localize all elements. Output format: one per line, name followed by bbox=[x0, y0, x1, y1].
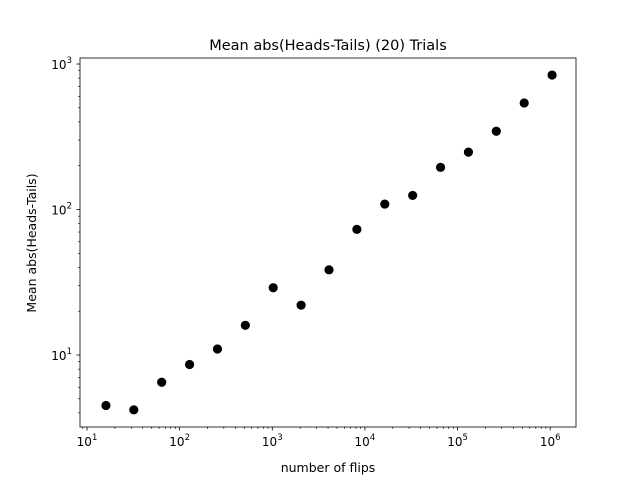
x-tick-label: 104 bbox=[355, 433, 376, 449]
data-point bbox=[352, 224, 362, 234]
data-point bbox=[240, 320, 250, 330]
data-point bbox=[491, 126, 501, 136]
data-point bbox=[435, 162, 446, 172]
y-axis-label: Mean abs(Heads-Tails) bbox=[24, 173, 39, 312]
data-point bbox=[519, 98, 529, 108]
chart-title: Mean abs(Heads-Tails) (20) Trials bbox=[209, 38, 447, 54]
data-point bbox=[296, 300, 306, 310]
axes-frame bbox=[79, 57, 577, 428]
data-point bbox=[324, 265, 334, 275]
data-point bbox=[212, 344, 223, 354]
data-point bbox=[101, 400, 111, 411]
plot-area: 101 102 103 104 105 106 101 102 103 bbox=[51, 56, 577, 449]
x-axis-label: number of flips bbox=[281, 460, 376, 475]
x-tick-label: 106 bbox=[540, 433, 561, 449]
x-tick-label: 105 bbox=[447, 433, 468, 449]
data-point bbox=[157, 377, 167, 387]
x-tick-label: 101 bbox=[77, 433, 98, 449]
y-tick-label: 103 bbox=[51, 56, 72, 72]
data-point bbox=[184, 359, 195, 370]
y-tick-label: 102 bbox=[51, 202, 72, 218]
data-point bbox=[380, 199, 390, 209]
data-point bbox=[408, 190, 418, 201]
data-point bbox=[268, 283, 278, 293]
x-tick-label: 102 bbox=[169, 433, 190, 449]
data-point bbox=[129, 405, 139, 415]
y-tick-label: 101 bbox=[51, 347, 72, 363]
data-point bbox=[463, 147, 474, 157]
x-tick-label: 103 bbox=[262, 433, 283, 449]
data-point bbox=[547, 70, 557, 80]
